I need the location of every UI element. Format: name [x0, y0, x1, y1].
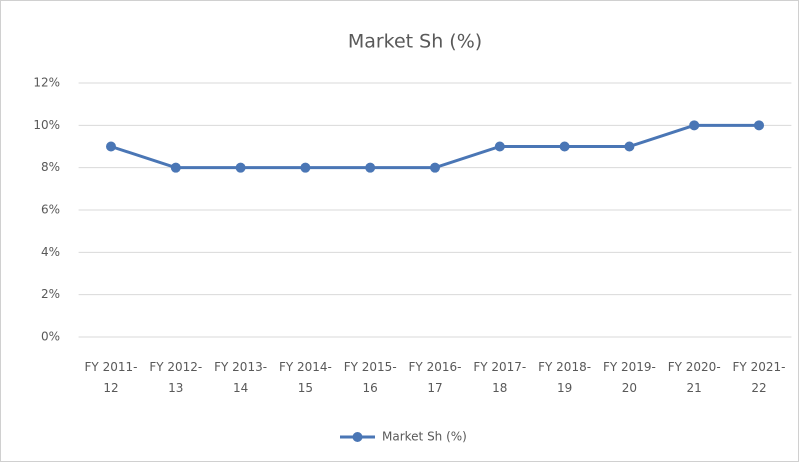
- point: [494, 141, 505, 152]
- x-tick-label: FY 2016- 17: [409, 360, 462, 395]
- point: [624, 141, 635, 152]
- x-tick-label-line: 20: [622, 381, 637, 395]
- x-tick-label-line: 17: [427, 381, 442, 395]
- x-tick-label: FY 2014- 15: [279, 360, 332, 395]
- point: [300, 162, 311, 173]
- x-tick-label-line: 18: [492, 381, 507, 395]
- x-tick-label-line: FY 2020-: [668, 360, 721, 374]
- legend-marker: [352, 432, 363, 442]
- point: [365, 162, 376, 173]
- x-tick-label: FY 2021- 22: [733, 360, 786, 395]
- x-tick-label-line: FY 2017-: [473, 360, 526, 374]
- point: [754, 120, 764, 131]
- x-tick-label-line: 12: [103, 381, 118, 395]
- legend-label: Market Sh (%): [382, 430, 467, 444]
- point: [235, 162, 246, 173]
- x-tick-label: FY 2020- 21: [668, 360, 721, 395]
- y-tick-label: 0%: [41, 330, 60, 344]
- chart-title: Market Sh (%): [348, 31, 482, 53]
- x-tick-label-line: FY 2011-: [85, 360, 138, 374]
- x-tick-label-line: 16: [363, 381, 378, 395]
- x-tick-label-line: FY 2018-: [538, 360, 591, 374]
- x-tick-label-line: FY 2012-: [149, 360, 202, 374]
- x-tick-label-line: FY 2016-: [409, 360, 462, 374]
- x-tick-label-line: 15: [298, 381, 313, 395]
- point: [170, 162, 181, 173]
- point: [559, 141, 570, 152]
- x-tick-label-line: 21: [687, 381, 702, 395]
- x-tick-label-line: 13: [168, 381, 183, 395]
- x-tick-label-line: FY 2021-: [733, 360, 786, 374]
- x-tick-label-line: FY 2015-: [344, 360, 397, 374]
- y-tick-label: 6%: [41, 203, 60, 217]
- x-tick-label-line: FY 2013-: [214, 360, 267, 374]
- x-tick-label-line: FY 2019-: [603, 360, 656, 374]
- x-tick-label: FY 2019- 20: [603, 360, 656, 395]
- x-tick-label-line: FY 2014-: [279, 360, 332, 374]
- y-tick-label: 12%: [33, 76, 60, 90]
- x-tick-label: FY 2018- 19: [538, 360, 591, 395]
- x-tick-label: FY 2011- 12: [85, 360, 138, 395]
- x-tick-label: FY 2017- 18: [473, 360, 526, 395]
- x-tick-label: FY 2015- 16: [344, 360, 397, 395]
- point: [106, 141, 116, 152]
- point: [430, 162, 440, 173]
- x-tick-label: FY 2012- 13: [149, 360, 202, 395]
- y-tick-label: 8%: [41, 160, 60, 174]
- point: [689, 120, 700, 131]
- y-tick-label: 2%: [41, 287, 60, 301]
- y-tick-label: 4%: [41, 245, 60, 259]
- x-tick-label-line: 19: [557, 381, 572, 395]
- x-tick-label-line: 22: [751, 381, 766, 395]
- x-tick-label: FY 2013- 14: [214, 360, 267, 395]
- x-tick-label-line: 14: [233, 381, 248, 395]
- y-tick-label: 10%: [33, 118, 60, 132]
